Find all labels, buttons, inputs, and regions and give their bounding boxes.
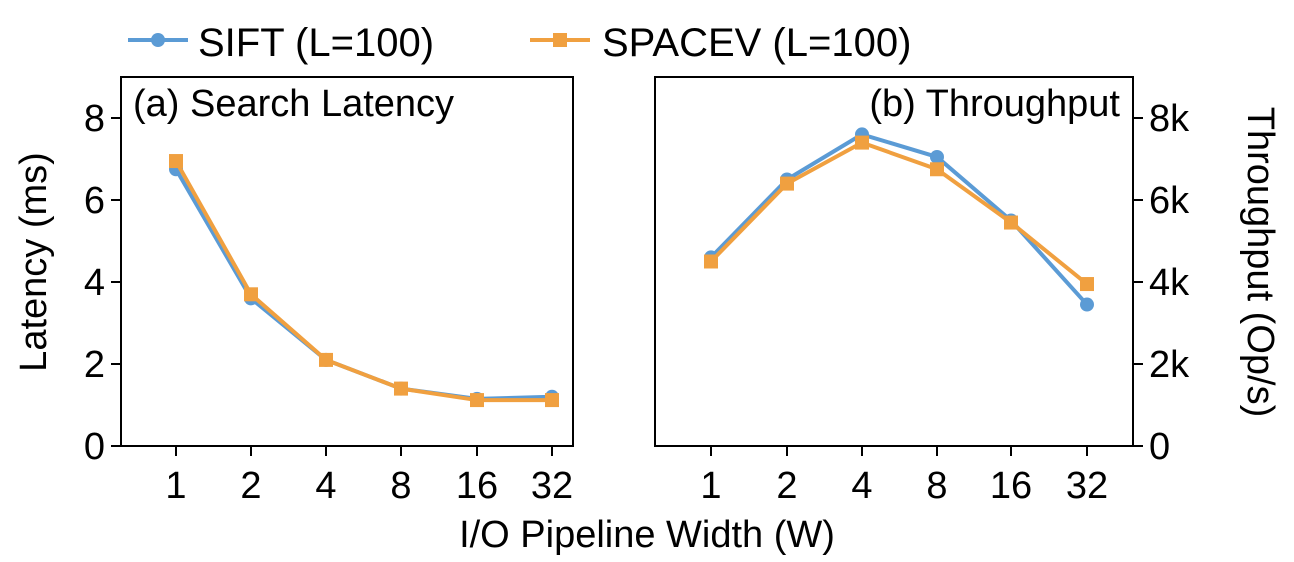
legend: SIFT (L=100) SPACEV (L=100) <box>128 21 911 65</box>
data-point-spacev <box>545 393 559 408</box>
legend-entry-spacev: SPACEV (L=100) <box>530 21 911 65</box>
y-tick-label: 2 <box>84 344 105 386</box>
data-point-spacev <box>855 135 869 150</box>
x-tick-label: 32 <box>531 465 573 507</box>
x-tick-label: 16 <box>990 465 1032 507</box>
chart-panel-throughput: (b) Throughput Throughput (Op/s) 0 2k 4k 6k… <box>654 76 1281 507</box>
y-tick-label: 0 <box>1149 426 1170 468</box>
legend-label-spacev: SPACEV (L=100) <box>602 21 911 65</box>
data-point-spacev <box>169 154 183 169</box>
chart-panel-search-latency: (a) Search Latency Latency (ms) 0 2 4 6 8 1 2… <box>13 76 574 507</box>
y-tick-label: 0 <box>84 426 105 468</box>
legend-entry-sift: SIFT (L=100) <box>128 21 434 65</box>
series-group-throughput <box>704 127 1094 312</box>
x-tick-label: 2 <box>240 465 261 507</box>
x-ticks-throughput: 1 2 4 8 16 32 <box>700 446 1108 507</box>
x-axis-label: I/O Pipeline Width (W) <box>459 514 835 556</box>
y-tick-label: 8 <box>84 98 105 140</box>
x-tick-label: 1 <box>700 465 721 507</box>
data-point-spacev <box>1004 215 1018 230</box>
legend-label-sift: SIFT (L=100) <box>198 21 434 65</box>
legend-marker-sift <box>151 33 165 47</box>
y-tick-label: 6k <box>1149 180 1190 222</box>
data-point-spacev <box>704 254 718 269</box>
y-tick-label: 4k <box>1149 262 1190 304</box>
series-line-spacev-throughput <box>709 140 1089 286</box>
series-group-latency <box>169 154 559 408</box>
plot-frame-throughput <box>654 76 1134 447</box>
x-tick-label: 16 <box>456 465 498 507</box>
data-point-sift <box>930 149 944 164</box>
series-line-sift-latency <box>174 168 553 401</box>
x-tick-label: 1 <box>165 465 186 507</box>
x-tick-label: 32 <box>1066 465 1108 507</box>
x-ticks-latency: 1 2 4 8 16 32 <box>165 446 573 507</box>
series-line-sift-throughput <box>709 132 1089 306</box>
data-point-spacev <box>930 162 944 177</box>
y-tick-label: 2k <box>1149 344 1190 386</box>
y-ticks-latency: 0 2 4 6 8 <box>84 98 121 468</box>
y-tick-label: 4 <box>84 262 105 304</box>
chart-title-throughput: (b) Throughput <box>869 83 1120 125</box>
plot-frame-latency <box>120 76 574 447</box>
legend-marker-spacev <box>553 33 567 47</box>
data-point-spacev <box>244 287 258 302</box>
data-point-sift <box>1080 297 1094 312</box>
y-tick-label: 6 <box>84 180 105 222</box>
y-ticks-throughput: 0 2k 4k 6k 8k <box>1133 98 1190 468</box>
data-point-spacev <box>1080 277 1094 292</box>
data-point-spacev <box>394 381 408 396</box>
data-point-spacev <box>470 393 484 408</box>
x-tick-label: 4 <box>315 465 336 507</box>
series-line-spacev-latency <box>174 160 552 403</box>
x-tick-label: 2 <box>776 465 797 507</box>
data-point-spacev <box>319 352 333 367</box>
x-tick-label: 4 <box>851 465 872 507</box>
y-axis-label-throughput: Throughput (Op/s) <box>1239 107 1281 417</box>
y-tick-label: 8k <box>1149 98 1190 140</box>
y-axis-label-latency: Latency (ms) <box>13 152 55 372</box>
data-point-spacev <box>780 176 794 191</box>
x-tick-label: 8 <box>390 465 411 507</box>
chart-title-latency: (a) Search Latency <box>133 83 454 125</box>
x-tick-label: 8 <box>926 465 947 507</box>
